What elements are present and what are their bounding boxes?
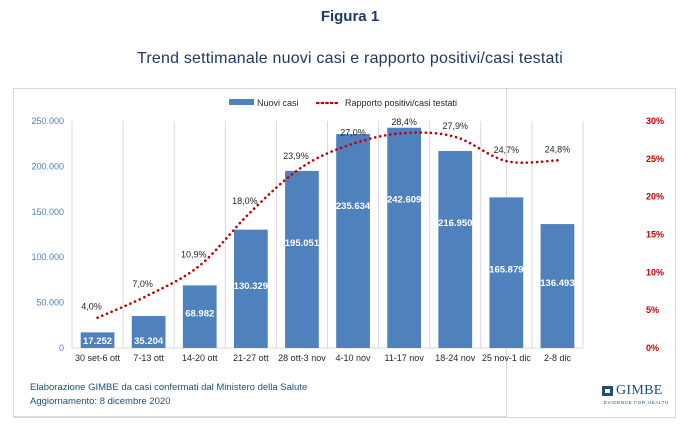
y-right-tick-label: 30%: [646, 116, 664, 126]
y-right-tick-label: 0%: [646, 343, 659, 353]
bar-value-label: 235.634: [336, 201, 371, 212]
bar: [540, 224, 575, 348]
y-left-tick-label: 250.000: [31, 116, 64, 126]
y-left-tick-label: 100.000: [31, 252, 64, 262]
legend: Nuovi casi Rapporto positivi/casi testat…: [229, 98, 457, 108]
y-left-tick-label: 0: [59, 343, 64, 353]
source-note: Elaborazione GIMBE da casi confermati da…: [30, 381, 307, 409]
y-left-tick-label: 150.000: [31, 207, 64, 217]
bar-value-label: 195.051: [285, 238, 320, 249]
bar: [285, 170, 319, 348]
bar-value-label: 35.204: [134, 336, 164, 347]
logo-tagline: EVIDENCE FOR HEALTH: [604, 400, 669, 405]
logo-mark-icon: [602, 386, 613, 396]
legend-swatch-nuovi-casi: [229, 99, 254, 105]
chart-border: [13, 88, 676, 418]
line-value-label: 10,9%: [181, 250, 207, 260]
source-text: Elaborazione GIMBE da casi confermati da…: [30, 382, 308, 393]
y-right-tick-label: 20%: [646, 192, 664, 202]
bar-value-label: 242.609: [387, 195, 421, 206]
bar: [80, 332, 115, 348]
figure-title: Trend settimanale nuovi casi e rapporto …: [136, 50, 564, 67]
line-value-label: 18,0%: [232, 196, 258, 206]
x-tick-label: 14-20 ott: [182, 353, 218, 363]
y-right-tick-label: 10%: [646, 267, 664, 277]
x-tick-label: 11-17 nov: [384, 353, 424, 363]
line-value-label: 24,8%: [545, 144, 571, 154]
bar-value-label: 216.950: [438, 218, 472, 229]
line-value-label: 28,4%: [391, 117, 417, 127]
bar-value-label: 17.252: [83, 336, 112, 347]
line-value-label: 27,0%: [340, 128, 366, 138]
gimbe-logo: GIMBE EVIDENCE FOR HEALTH: [602, 383, 682, 413]
x-tick-label: 2-8 dic: [544, 353, 572, 363]
bar: [336, 134, 370, 348]
bar: [182, 285, 217, 348]
bar-value-label: 68.982: [185, 309, 214, 320]
x-tick-label: 21-27 ott: [233, 353, 269, 363]
line-value-label: 24,7%: [494, 145, 520, 155]
line-series-rapporto: [96, 131, 559, 320]
logo-name: GIMBE: [616, 383, 663, 398]
line-value-label: 4,0%: [81, 302, 102, 312]
bar: [489, 197, 524, 348]
bar: [438, 151, 473, 348]
x-tick-label: 7-13 ott: [133, 353, 164, 363]
y-right-tick-label: 5%: [646, 305, 659, 315]
y-left-tick-label: 50.000: [36, 298, 64, 308]
line-value-label: 23,9%: [283, 151, 309, 161]
line-value-label: 7,0%: [132, 279, 153, 289]
x-tick-label: 18-24 nov: [435, 353, 476, 363]
line-value-label: 27,9%: [442, 121, 468, 131]
bar: [233, 229, 268, 348]
updated-text: Aggiornamento: 8 dicembre 2020: [30, 396, 171, 407]
y-left-tick-label: 200.000: [31, 161, 64, 171]
bar: [387, 127, 422, 348]
figure-label: Figura 1: [320, 8, 380, 25]
y-right-tick-label: 25%: [646, 154, 664, 164]
bar-value-label: 165.879: [489, 264, 523, 275]
x-tick-label: 28 ott-3 nov: [278, 353, 326, 363]
bar-value-label: 130.329: [234, 281, 268, 292]
legend-label-nuovi-casi: Nuovi casi: [257, 98, 299, 108]
bar-value-label: 136.493: [540, 278, 574, 289]
bar: [131, 316, 166, 348]
legend-label-rapporto: Rapporto positivi/casi testati: [345, 98, 457, 108]
x-tick-label: 30 set-6 ott: [75, 353, 121, 363]
x-tick-label: 4-10 nov: [336, 353, 372, 363]
y-right-tick-label: 15%: [646, 230, 664, 240]
x-tick-label: 25 nov-1 dic: [482, 353, 532, 363]
